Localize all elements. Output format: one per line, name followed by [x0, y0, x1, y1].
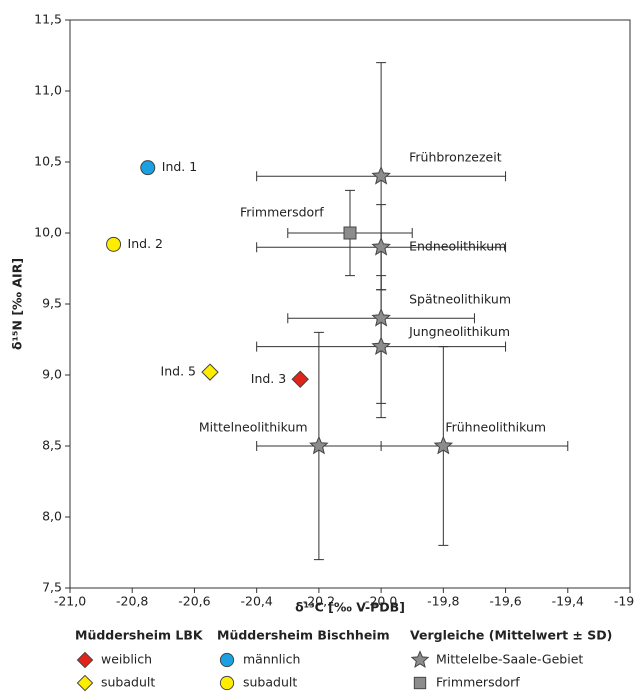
point-label: Ind. 3	[251, 371, 286, 386]
legend-label: männlich	[243, 652, 300, 667]
y-tick-label: 9,5	[42, 296, 62, 311]
plot-frame	[69, 19, 631, 589]
y-tick-label: 11,5	[34, 12, 62, 27]
x-tick-label: -21,0	[54, 594, 86, 609]
legend-marker	[413, 676, 427, 690]
point	[309, 435, 329, 455]
y-tick-label: 8,5	[42, 438, 62, 453]
x-tick-label: -20,6	[178, 594, 210, 609]
x-tick-label: -20,8	[116, 594, 148, 609]
point-label: Jungneolithikum	[408, 324, 510, 339]
point-label: Ind. 5	[161, 364, 196, 379]
legend-group-title: Müddersheim Bischheim	[217, 628, 390, 643]
y-tick-label: 11,0	[34, 83, 62, 98]
y-tick-label: 9,0	[42, 367, 62, 382]
y-tick-label: 10,0	[34, 225, 62, 240]
point-label: Endneolithikum	[409, 239, 506, 254]
legend-label: subadult	[101, 675, 155, 690]
x-tick-label: -19,8	[427, 594, 459, 609]
point-label: Spätneolithikum	[409, 292, 511, 307]
x-tick-label: -19,4	[552, 594, 584, 609]
x-tick-label: -20,0	[365, 594, 397, 609]
point	[371, 307, 391, 327]
point	[106, 236, 122, 252]
x-tick-label: -20,4	[240, 594, 272, 609]
legend-label: weiblich	[101, 652, 152, 667]
y-axis-title: δ¹⁵N [‰ AIR]	[10, 258, 25, 350]
legend-group-title: Vergleiche (Mittelwert ± SD)	[410, 628, 612, 643]
y-tick-label: 10,5	[34, 154, 62, 169]
legend-label: Mittelelbe-Saale-Gebiet	[436, 652, 583, 667]
point	[291, 370, 309, 388]
x-tick-label: -19,2	[614, 594, 635, 609]
legend-label: subadult	[243, 675, 297, 690]
point	[371, 236, 391, 256]
legend-group-title: Müddersheim LBK	[75, 628, 204, 643]
legend-marker	[410, 650, 430, 668]
x-tick-label: -20,2	[303, 594, 335, 609]
legend-marker	[219, 652, 235, 668]
legend-marker	[76, 674, 94, 692]
legend-label: Frimmersdorf	[436, 675, 520, 690]
point	[201, 363, 219, 381]
point	[371, 336, 391, 355]
x-tick-label: -19,6	[489, 594, 521, 609]
y-tick-label: 7,5	[42, 580, 62, 595]
point-label: Frühneolithikum	[445, 420, 546, 435]
legend-marker	[76, 651, 94, 669]
point	[343, 226, 357, 240]
point-label: Ind. 1	[162, 159, 197, 174]
legend-marker	[219, 675, 235, 691]
point-label: Frimmersdorf	[240, 205, 324, 220]
point	[140, 160, 156, 176]
point-label: Ind. 2	[128, 236, 163, 251]
point-label: Mittelneolithikum	[199, 420, 308, 435]
point-label: Frühbronzezeit	[409, 150, 502, 165]
point	[371, 165, 391, 185]
y-tick-label: 8,0	[42, 509, 62, 524]
x-axis-title: δ¹³C [‰ V-PDB]	[295, 600, 405, 615]
point	[433, 435, 454, 455]
